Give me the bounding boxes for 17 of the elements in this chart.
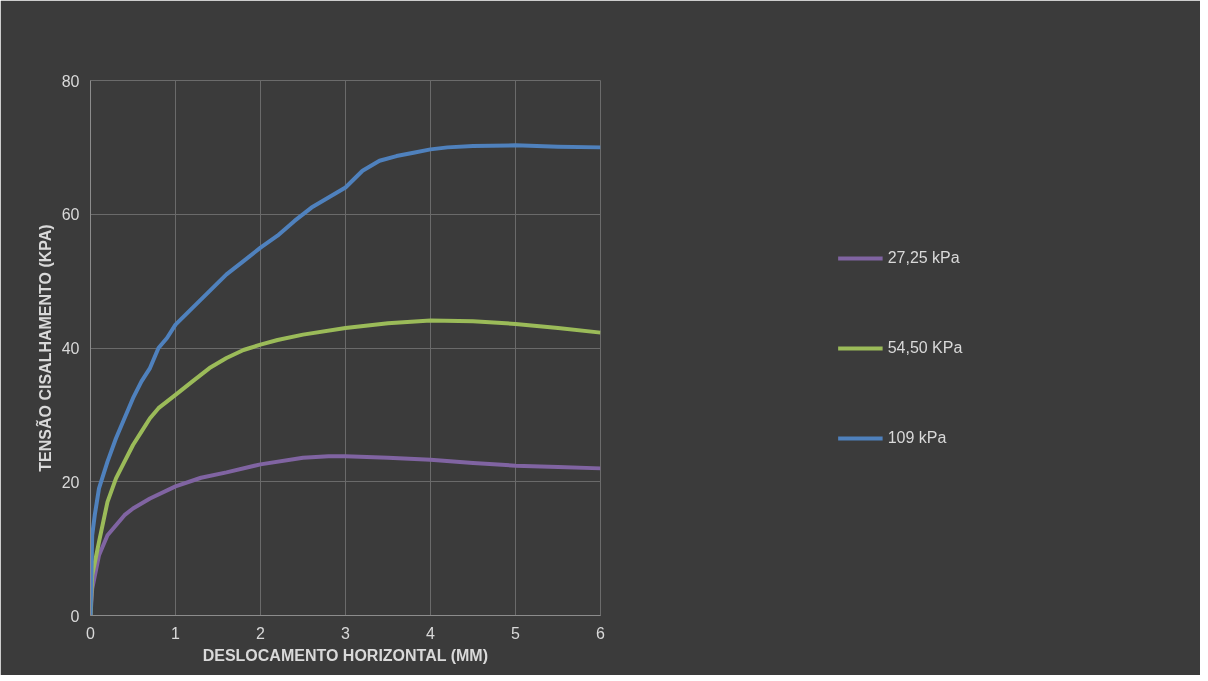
legend-label: 54,50 KPa <box>887 338 963 357</box>
x-tick-label: 1 <box>171 624 181 642</box>
y-tick-label: 60 <box>61 206 80 224</box>
x-tick-label: 6 <box>596 624 606 642</box>
y-axis-title: TENSÃO CISALHAMENTO (KPA) <box>34 224 54 472</box>
legend-label: 109 kPa <box>887 428 947 447</box>
x-tick-label: 4 <box>426 624 436 642</box>
x-axis-title: DESLOCAMENTO HORIZONTAL (MM) <box>202 646 489 664</box>
x-tick-label: 2 <box>256 624 266 642</box>
legend-label: 27,25 kPa <box>887 248 960 267</box>
x-tick-label: 3 <box>341 624 351 642</box>
y-tick-label: 80 <box>61 72 80 90</box>
y-tick-label: 20 <box>61 473 80 491</box>
y-tick-label: 0 <box>70 607 80 625</box>
y-tick-label: 40 <box>61 340 80 357</box>
x-tick-label: 5 <box>511 624 521 642</box>
x-tick-label: 0 <box>86 624 96 642</box>
